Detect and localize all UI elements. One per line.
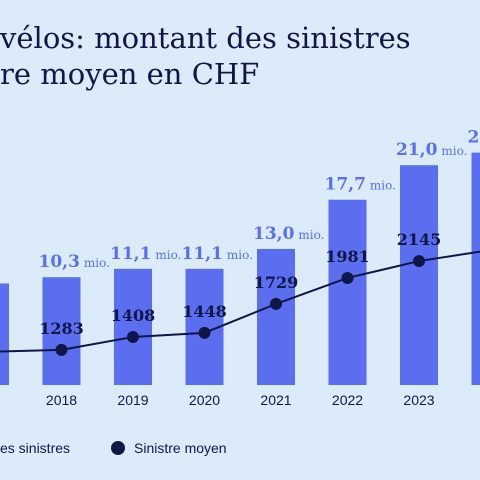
value-number: 11,1 bbox=[182, 244, 223, 264]
value-number: 11,1 bbox=[110, 244, 151, 264]
bar bbox=[0, 283, 9, 385]
x-tick-label: 2020 bbox=[189, 392, 220, 408]
legend-label: es sinistres bbox=[0, 440, 70, 456]
value-unit: mio. bbox=[155, 248, 181, 262]
value-unit: mio. bbox=[370, 179, 396, 193]
line-point bbox=[198, 326, 211, 339]
line-point bbox=[413, 255, 425, 268]
x-tick-label: 2023 bbox=[403, 392, 434, 408]
bar-value-label: 10,3 mio. bbox=[39, 252, 110, 272]
value-unit: mio. bbox=[298, 228, 324, 242]
value-number: 17,7 bbox=[325, 175, 366, 195]
x-tick-label: 2018 bbox=[46, 392, 77, 408]
bar bbox=[471, 152, 480, 385]
bar bbox=[42, 277, 81, 385]
bar bbox=[114, 268, 152, 385]
bar-value-label: 13,0 mio. bbox=[253, 224, 324, 244]
value-number: 13,0 bbox=[253, 224, 295, 244]
chart-title: re moyen en CHF bbox=[0, 57, 259, 91]
bar-value-label: 11,1 mio. bbox=[110, 244, 181, 264]
bar bbox=[400, 165, 438, 385]
line-value-label: 2145 bbox=[397, 230, 442, 249]
legend-label: Sinistre moyen bbox=[134, 440, 227, 456]
line-point bbox=[270, 297, 282, 310]
bar-value-label: 17,7 mio. bbox=[325, 175, 396, 195]
value-number: 21,0 bbox=[396, 140, 438, 160]
line-value-label: 1448 bbox=[182, 302, 227, 321]
value-number: 10,3 bbox=[39, 252, 80, 272]
bar-value-label: 21,0 mio. bbox=[396, 140, 467, 160]
line-point bbox=[341, 271, 354, 284]
bar bbox=[328, 199, 367, 385]
line bbox=[0, 250, 480, 353]
bar-value-label: 22, bbox=[468, 128, 480, 148]
bar-value-label: 11,1 mio. bbox=[182, 244, 253, 264]
line-point bbox=[55, 343, 68, 356]
value-unit: mio. bbox=[227, 248, 253, 262]
line-value-label: 1981 bbox=[325, 247, 370, 266]
bar bbox=[257, 248, 295, 385]
x-tick-label: 2019 bbox=[117, 392, 148, 408]
value-number: 22, bbox=[468, 128, 480, 148]
legend-marker bbox=[111, 441, 125, 455]
value-unit: mio. bbox=[84, 256, 110, 270]
value-unit: mio. bbox=[441, 144, 467, 158]
line-value-label: 1283 bbox=[39, 319, 84, 338]
line-value-label: 1408 bbox=[111, 306, 156, 325]
chart-title: vélos: montant des sinistres bbox=[0, 21, 411, 55]
x-tick-label: 2021 bbox=[260, 392, 291, 408]
line-point bbox=[127, 330, 139, 343]
x-tick-label: 2022 bbox=[332, 392, 363, 408]
line-value-label: 1729 bbox=[254, 273, 299, 292]
